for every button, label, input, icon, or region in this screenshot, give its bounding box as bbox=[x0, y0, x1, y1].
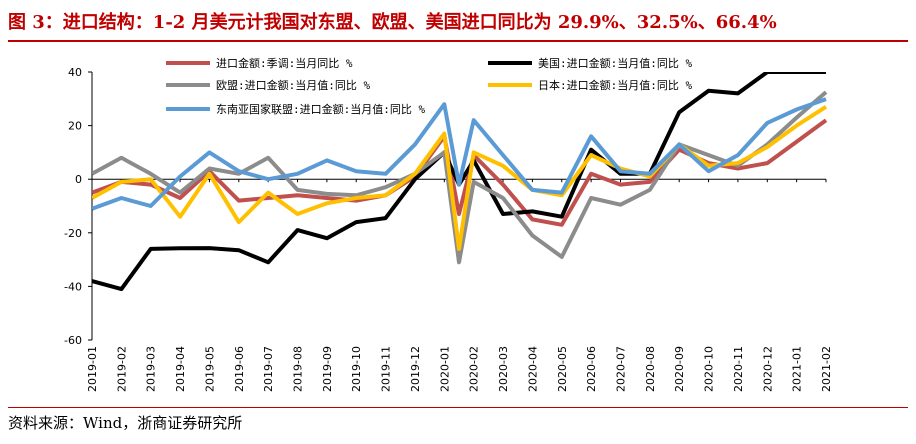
source-note: 资料来源：Wind，浙商证券研究所 bbox=[8, 414, 243, 432]
y-tick-label: -20 bbox=[64, 227, 82, 240]
legend-label: 欧盟:进口金额:当月值:同比 % bbox=[216, 78, 370, 92]
x-tick-label: 2020-08 bbox=[644, 346, 657, 392]
legend-label: 进口金额:季调:当月同比 % bbox=[216, 56, 353, 70]
title-rule bbox=[8, 40, 908, 42]
x-tick-label: 2020-07 bbox=[614, 346, 627, 392]
footer-rule bbox=[8, 407, 908, 408]
y-tick-label: -60 bbox=[64, 334, 82, 347]
x-tick-label: 2021-01 bbox=[791, 346, 804, 392]
series-line-2 bbox=[92, 90, 828, 265]
chart-series-lines bbox=[92, 72, 828, 292]
x-tick-label: 2020-05 bbox=[556, 346, 569, 392]
y-tick-label: -40 bbox=[64, 280, 82, 293]
x-tick-label: 2020-06 bbox=[585, 346, 598, 392]
x-tick-label: 2020-04 bbox=[526, 346, 539, 392]
x-tick-label: 2021-02 bbox=[820, 346, 833, 392]
x-tick-label: 2019-02 bbox=[115, 346, 128, 392]
chart-legend: 进口金额:季调:当月同比 % 美国:进口金额:当月值:同比 % 欧盟:进口金额:当月… bbox=[166, 56, 692, 116]
x-tick-label: 2019-11 bbox=[380, 346, 393, 392]
x-tick-label: 2019-12 bbox=[409, 346, 422, 392]
x-tick-label: 2019-07 bbox=[262, 346, 275, 392]
x-tick-label: 2019-01 bbox=[86, 346, 99, 392]
x-tick-label: 2020-11 bbox=[732, 346, 745, 392]
legend-label: 东南亚国家联盟:进口金额:当月值:同比 % bbox=[216, 102, 425, 116]
x-tick-label: 2020-01 bbox=[438, 346, 451, 392]
x-tick-label: 2019-04 bbox=[174, 346, 187, 392]
x-tick-label: 2019-06 bbox=[233, 346, 246, 392]
y-tick-label: 20 bbox=[68, 120, 82, 133]
x-tick-label: 2019-08 bbox=[292, 346, 305, 392]
x-tick-label: 2020-03 bbox=[497, 346, 510, 392]
series-line-4 bbox=[92, 97, 827, 211]
chart-axes: -60 -40 -20 0 20 40 2019-01 2019-02 2019-03 2019-… bbox=[64, 66, 833, 392]
x-tick-label: 2020-02 bbox=[468, 346, 481, 392]
x-tick-label: 2020-10 bbox=[703, 346, 716, 392]
y-tick-label: 40 bbox=[68, 66, 82, 79]
x-tick-label: 2020-12 bbox=[761, 346, 774, 392]
x-tick-label: 2019-03 bbox=[145, 346, 158, 392]
legend-label: 美国:进口金额:当月值:同比 % bbox=[538, 56, 692, 70]
figure-title: 图 3：进口结构：1-2 月美元计我国对东盟、欧盟、美国进口同比为 29.9%、… bbox=[8, 12, 777, 33]
x-tick-label: 2020-09 bbox=[673, 346, 686, 392]
line-chart: 进口金额:季调:当月同比 % 美国:进口金额:当月值:同比 % 欧盟:进口金额:当月… bbox=[64, 56, 833, 392]
y-tick-label: 0 bbox=[75, 173, 82, 186]
series-line-3 bbox=[92, 105, 828, 251]
x-tick-label: 2019-09 bbox=[321, 346, 334, 392]
x-tick-label: 2019-10 bbox=[350, 346, 363, 392]
x-tick-label: 2019-05 bbox=[203, 346, 216, 392]
legend-label: 日本:进口金额:当月值:同比 % bbox=[538, 78, 692, 92]
